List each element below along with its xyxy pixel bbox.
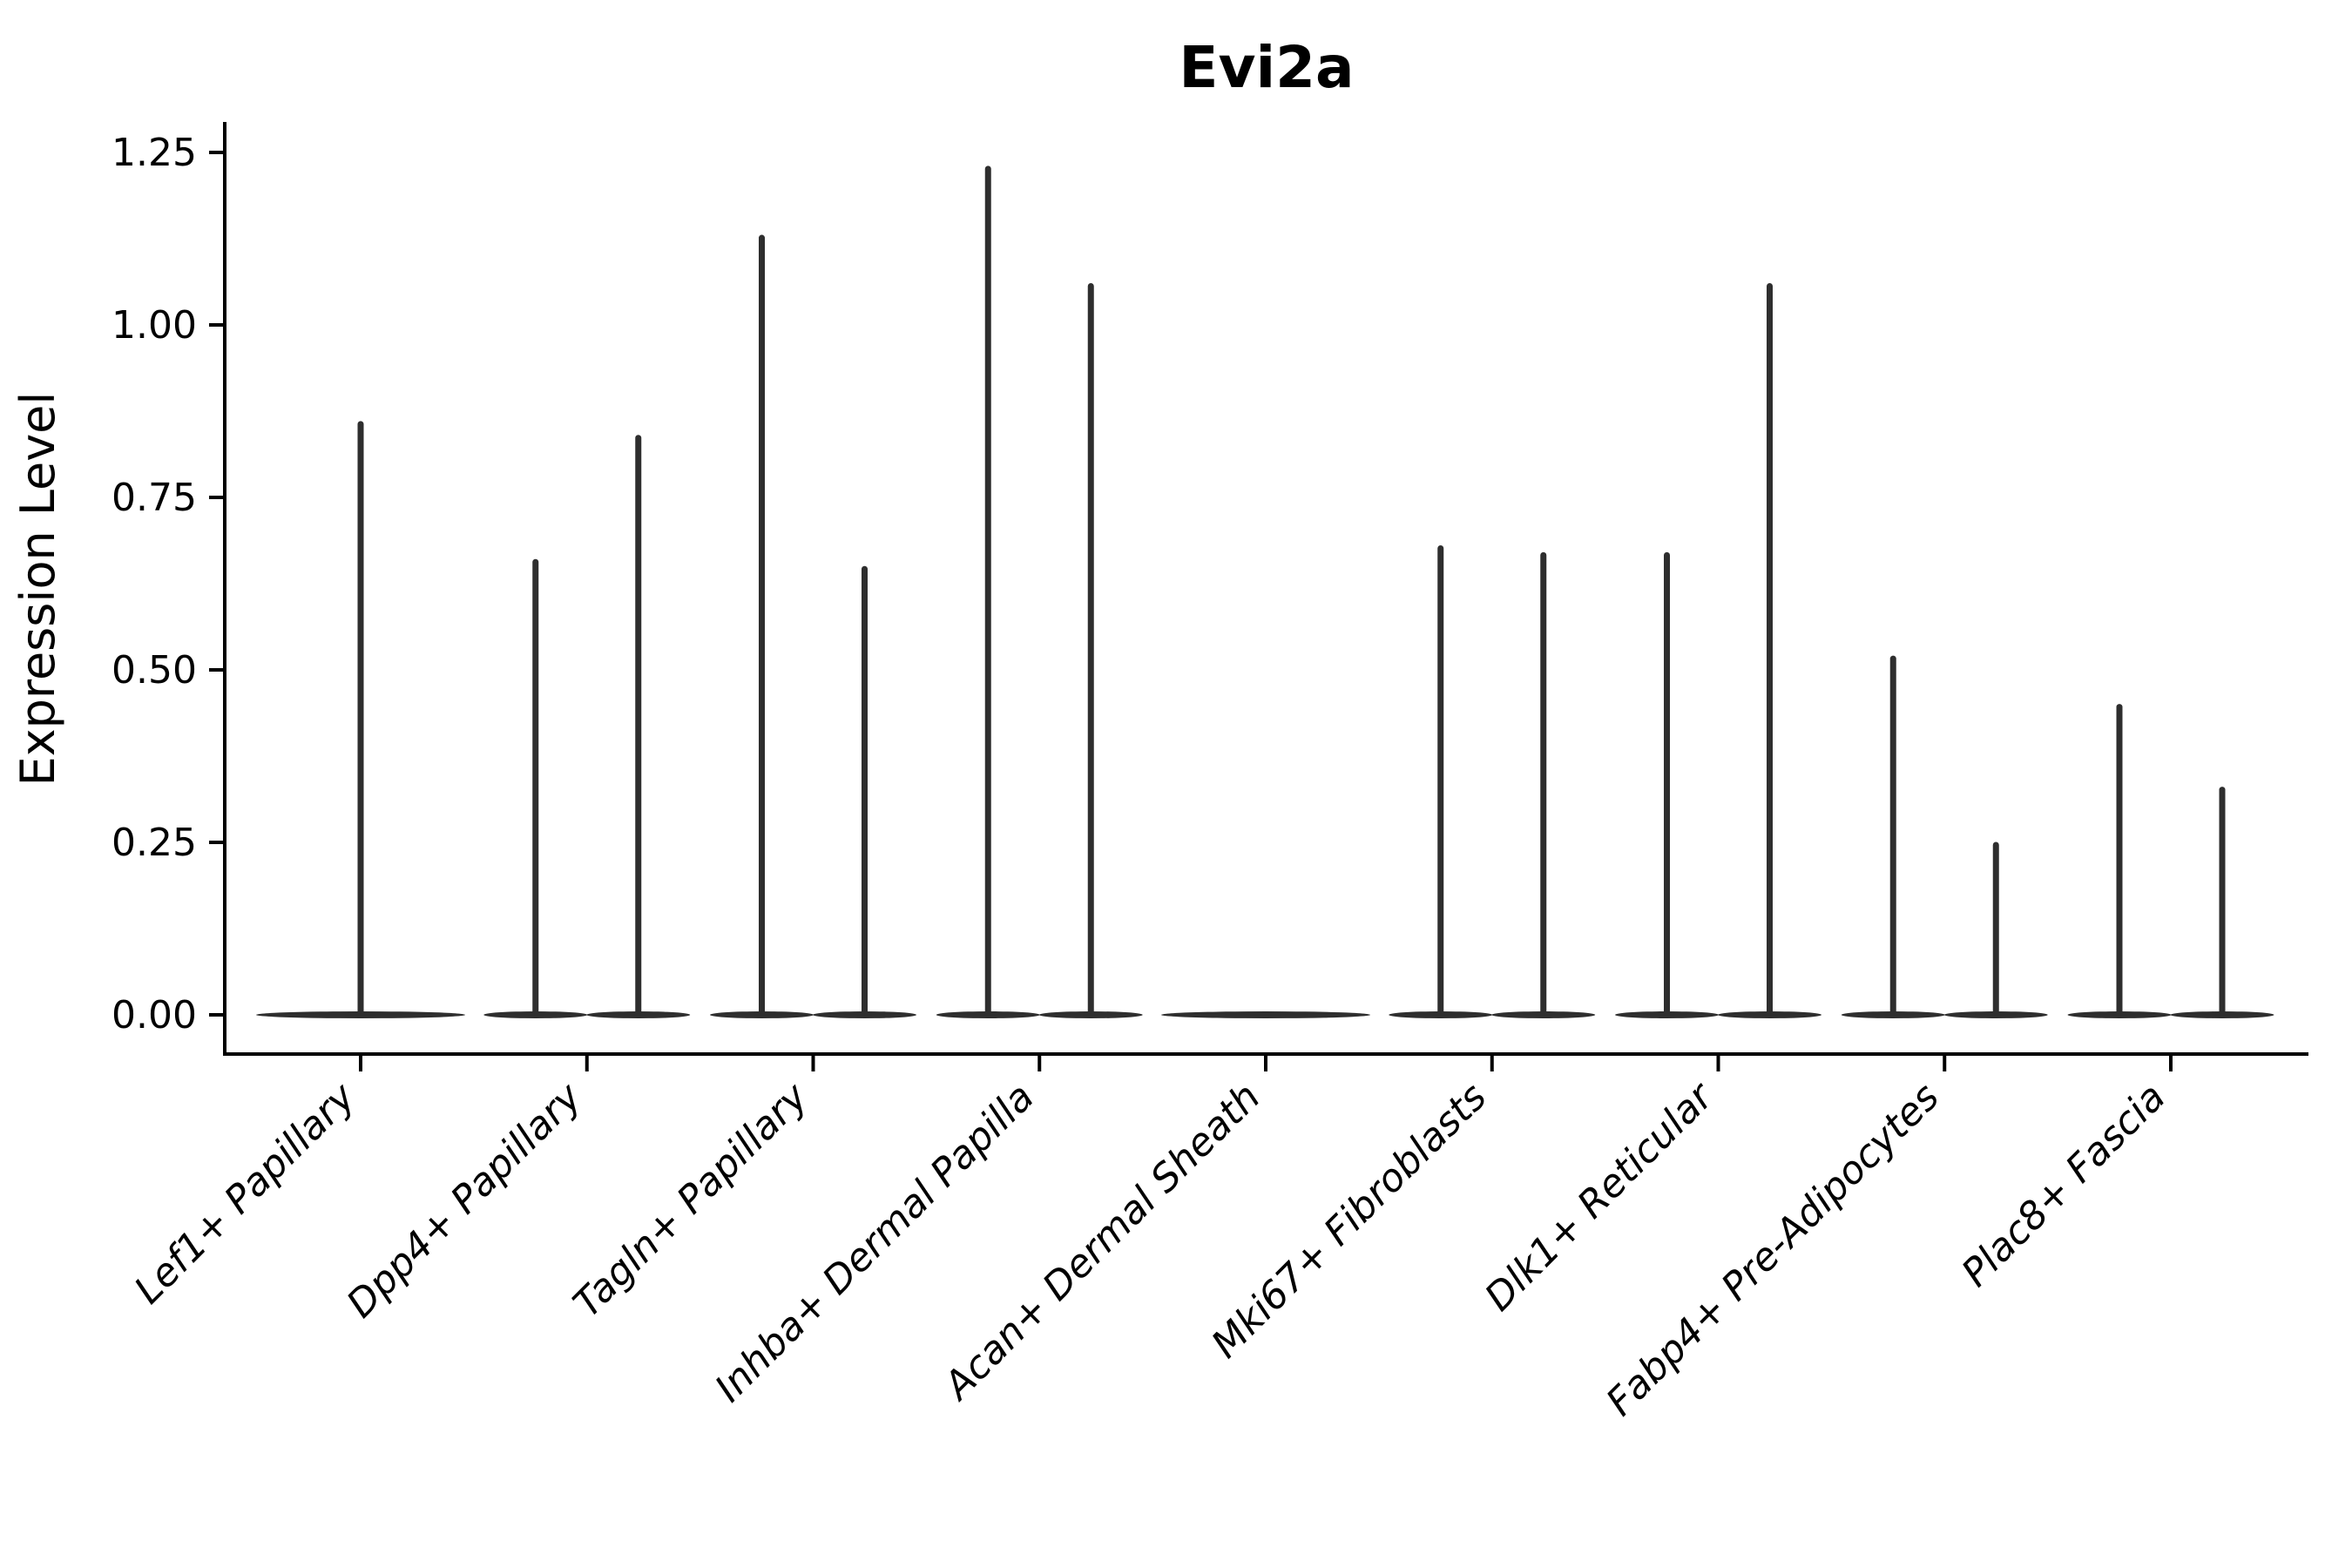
y-tick-label: 1.25 <box>112 131 197 175</box>
violin-base <box>1161 1011 1370 1018</box>
x-category-label: Dlk1+ Reticular <box>1477 1073 1723 1320</box>
x-category-label: Lef1+ Papillary <box>126 1074 365 1313</box>
y-tick-label: 0.50 <box>112 648 197 693</box>
chart-title: Evi2a <box>1179 34 1354 101</box>
y-tick-label: 0.25 <box>112 821 197 865</box>
x-category-label: Plac8+ Fascia <box>1953 1075 2173 1295</box>
x-category-label: Tagln+ Papillary <box>565 1074 817 1326</box>
x-category-label: Dpp4+ Papillary <box>338 1074 591 1327</box>
violins-layer <box>256 166 2274 1018</box>
y-tick-label: 0.00 <box>112 993 197 1037</box>
y-tick-label: 1.00 <box>112 303 197 348</box>
y-axis-label: Expression Level <box>10 392 65 787</box>
y-tick-label: 0.75 <box>112 476 197 520</box>
